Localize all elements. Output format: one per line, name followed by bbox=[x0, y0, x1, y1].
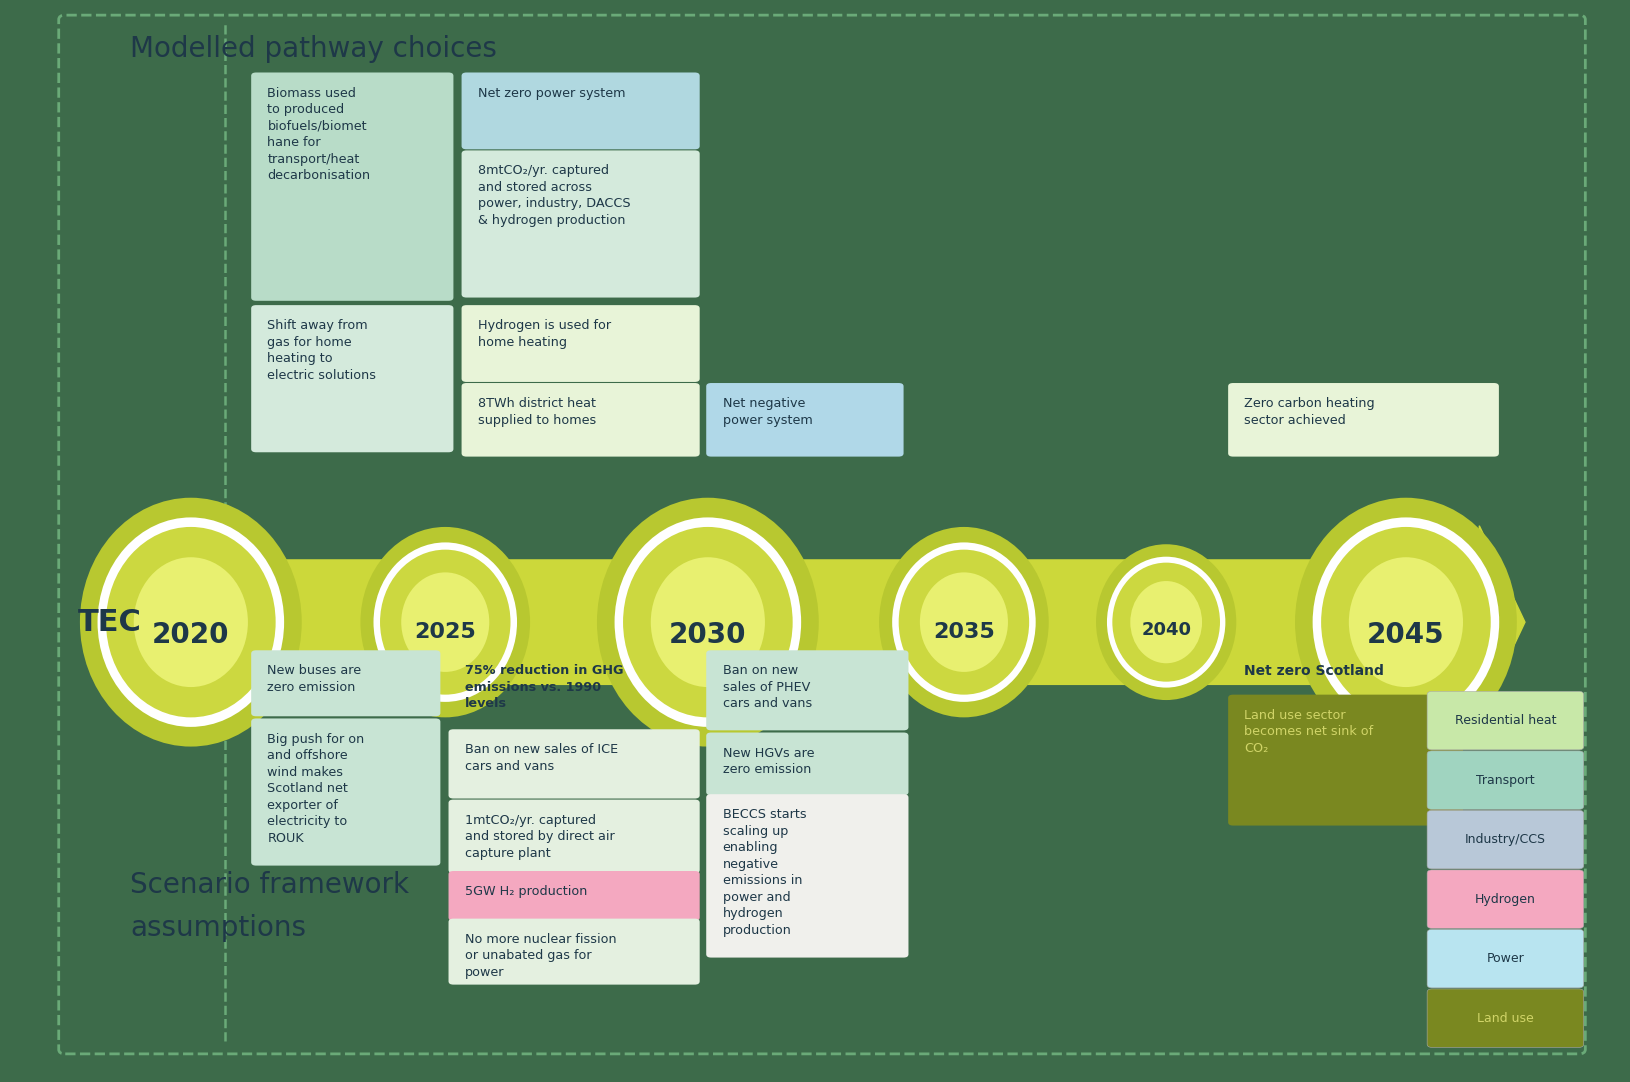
Ellipse shape bbox=[373, 542, 517, 702]
Ellipse shape bbox=[892, 542, 1035, 702]
FancyBboxPatch shape bbox=[251, 305, 453, 452]
FancyBboxPatch shape bbox=[1426, 870, 1583, 928]
FancyBboxPatch shape bbox=[251, 650, 440, 716]
FancyBboxPatch shape bbox=[448, 800, 699, 873]
Text: 75% reduction in GHG
emissions vs. 1990
levels: 75% reduction in GHG emissions vs. 1990 … bbox=[465, 664, 623, 711]
FancyBboxPatch shape bbox=[706, 650, 908, 730]
Ellipse shape bbox=[1107, 557, 1224, 688]
Text: Ban on new sales of ICE
cars and vans: Ban on new sales of ICE cars and vans bbox=[465, 743, 618, 773]
Text: Hydrogen: Hydrogen bbox=[1474, 893, 1535, 906]
Text: No more nuclear fission
or unabated gas for
power: No more nuclear fission or unabated gas … bbox=[465, 933, 616, 979]
Ellipse shape bbox=[1095, 544, 1236, 700]
Text: 8TWh district heat
supplied to homes: 8TWh district heat supplied to homes bbox=[478, 397, 597, 426]
Text: Hydrogen is used for
home heating: Hydrogen is used for home heating bbox=[478, 319, 611, 348]
Text: Scenario framework: Scenario framework bbox=[130, 871, 409, 899]
Text: Shift away from
gas for home
heating to
electric solutions: Shift away from gas for home heating to … bbox=[267, 319, 377, 382]
Text: 1mtCO₂/yr. captured
and stored by direct air
capture plant: 1mtCO₂/yr. captured and stored by direct… bbox=[465, 814, 615, 860]
Ellipse shape bbox=[1112, 563, 1219, 682]
Text: New buses are
zero emission: New buses are zero emission bbox=[267, 664, 362, 694]
FancyBboxPatch shape bbox=[706, 383, 903, 457]
FancyBboxPatch shape bbox=[1426, 929, 1583, 988]
Text: Ban on new
sales of PHEV
cars and vans: Ban on new sales of PHEV cars and vans bbox=[722, 664, 812, 711]
Text: Net zero Scotland: Net zero Scotland bbox=[1244, 664, 1384, 678]
Text: Biomass used
to produced
biofuels/biomet
hane for
transport/heat
decarbonisation: Biomass used to produced biofuels/biomet… bbox=[267, 87, 370, 182]
FancyBboxPatch shape bbox=[1227, 383, 1498, 457]
Ellipse shape bbox=[898, 550, 1029, 695]
Ellipse shape bbox=[1312, 517, 1498, 727]
Text: 2025: 2025 bbox=[414, 622, 476, 642]
Ellipse shape bbox=[615, 517, 800, 727]
Text: New HGVs are
zero emission: New HGVs are zero emission bbox=[722, 747, 813, 776]
Ellipse shape bbox=[1348, 557, 1462, 687]
Ellipse shape bbox=[879, 527, 1048, 717]
Text: Land use sector
becomes net sink of
CO₂: Land use sector becomes net sink of CO₂ bbox=[1244, 709, 1372, 755]
Text: 8mtCO₂/yr. captured
and stored across
power, industry, DACCS
& hydrogen producti: 8mtCO₂/yr. captured and stored across po… bbox=[478, 164, 631, 227]
Text: Land use: Land use bbox=[1477, 1012, 1532, 1025]
FancyBboxPatch shape bbox=[1227, 695, 1462, 826]
FancyBboxPatch shape bbox=[1426, 989, 1583, 1047]
FancyBboxPatch shape bbox=[1426, 751, 1583, 809]
Text: 2030: 2030 bbox=[668, 621, 747, 649]
Text: 2020: 2020 bbox=[152, 621, 230, 649]
Text: Net negative
power system: Net negative power system bbox=[722, 397, 812, 426]
Ellipse shape bbox=[106, 527, 275, 717]
FancyBboxPatch shape bbox=[448, 729, 699, 799]
Text: Modelled pathway choices: Modelled pathway choices bbox=[130, 35, 497, 63]
FancyBboxPatch shape bbox=[706, 794, 908, 958]
Ellipse shape bbox=[597, 498, 818, 747]
Text: Transport: Transport bbox=[1475, 774, 1534, 787]
FancyBboxPatch shape bbox=[251, 718, 440, 866]
FancyBboxPatch shape bbox=[461, 72, 699, 149]
Text: 2045: 2045 bbox=[1366, 621, 1444, 649]
Ellipse shape bbox=[134, 557, 248, 687]
FancyBboxPatch shape bbox=[1426, 810, 1583, 869]
FancyBboxPatch shape bbox=[461, 150, 699, 298]
Ellipse shape bbox=[380, 550, 510, 695]
Ellipse shape bbox=[1294, 498, 1516, 747]
Ellipse shape bbox=[401, 572, 489, 672]
FancyBboxPatch shape bbox=[448, 919, 699, 985]
FancyBboxPatch shape bbox=[706, 733, 908, 795]
Text: Residential heat: Residential heat bbox=[1454, 714, 1555, 727]
Ellipse shape bbox=[360, 527, 530, 717]
Text: Net zero power system: Net zero power system bbox=[478, 87, 624, 100]
FancyBboxPatch shape bbox=[251, 72, 453, 301]
Ellipse shape bbox=[80, 498, 302, 747]
Text: TEC: TEC bbox=[78, 608, 142, 636]
Ellipse shape bbox=[919, 572, 1007, 672]
FancyBboxPatch shape bbox=[461, 305, 699, 382]
Ellipse shape bbox=[98, 517, 284, 727]
Text: 2040: 2040 bbox=[1141, 621, 1190, 639]
Text: 2035: 2035 bbox=[932, 622, 994, 642]
FancyBboxPatch shape bbox=[1426, 691, 1583, 750]
Ellipse shape bbox=[650, 557, 764, 687]
FancyArrow shape bbox=[135, 526, 1524, 718]
Text: assumptions: assumptions bbox=[130, 914, 306, 942]
Text: Big push for on
and offshore
wind makes
Scotland net
exporter of
electricity to
: Big push for on and offshore wind makes … bbox=[267, 733, 365, 845]
Ellipse shape bbox=[623, 527, 792, 717]
Ellipse shape bbox=[1130, 581, 1201, 663]
Text: BECCS starts
scaling up
enabling
negative
emissions in
power and
hydrogen
produc: BECCS starts scaling up enabling negativ… bbox=[722, 808, 805, 937]
Text: 5GW H₂ production: 5GW H₂ production bbox=[465, 885, 587, 898]
Text: Industry/CCS: Industry/CCS bbox=[1464, 833, 1545, 846]
Ellipse shape bbox=[1320, 527, 1490, 717]
FancyBboxPatch shape bbox=[461, 383, 699, 457]
Text: Zero carbon heating
sector achieved: Zero carbon heating sector achieved bbox=[1244, 397, 1374, 426]
Text: Power: Power bbox=[1485, 952, 1524, 965]
FancyBboxPatch shape bbox=[448, 871, 699, 921]
